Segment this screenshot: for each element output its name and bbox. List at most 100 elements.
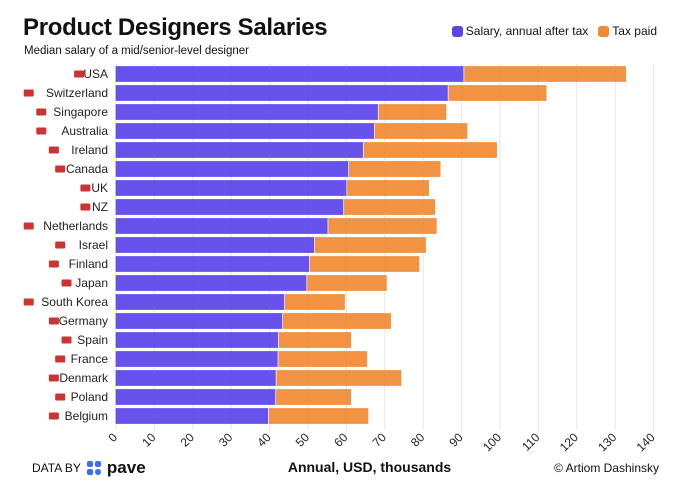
x-tick-label: 140 bbox=[634, 430, 658, 454]
flag-icon bbox=[80, 184, 91, 192]
bar-tax bbox=[276, 370, 402, 386]
chart-subtitle: Median salary of a mid/senior-level desi… bbox=[24, 45, 249, 57]
x-tick-label: 130 bbox=[595, 430, 619, 454]
flag-icon bbox=[48, 412, 59, 420]
category-label: Israel bbox=[79, 238, 108, 252]
bar-salary bbox=[115, 275, 307, 291]
category-label: NZ bbox=[92, 200, 108, 214]
x-tick-label: 110 bbox=[519, 430, 543, 454]
flag-icon bbox=[74, 70, 85, 78]
flag-icon bbox=[48, 146, 59, 154]
x-tick-label: 0 bbox=[105, 430, 120, 445]
bar-salary bbox=[115, 66, 464, 82]
bar-salary bbox=[115, 123, 375, 139]
flag-icon bbox=[55, 241, 66, 249]
legend: Salary, annual after tax Tax paid bbox=[451, 24, 657, 38]
author-credit: © Artiom Dashinsky bbox=[554, 461, 659, 475]
bar-tax bbox=[314, 237, 426, 253]
bar-salary bbox=[115, 180, 347, 196]
pave-logo-text: pave bbox=[106, 458, 146, 477]
x-tick-label: 90 bbox=[446, 430, 466, 450]
category-label: Finland bbox=[69, 257, 108, 271]
bar-salary bbox=[115, 351, 278, 367]
bar-tax bbox=[378, 104, 447, 120]
flag-icon bbox=[55, 393, 66, 401]
bar-salary bbox=[115, 389, 276, 405]
flag-icon bbox=[80, 203, 91, 211]
bar-tax bbox=[448, 85, 547, 101]
x-tick-label: 70 bbox=[370, 430, 390, 450]
flag-icon bbox=[48, 374, 59, 382]
bar-tax bbox=[347, 180, 429, 196]
category-label: Ireland bbox=[71, 143, 108, 157]
category-label: Switzerland bbox=[46, 86, 108, 100]
bar-salary bbox=[115, 199, 344, 215]
legend-item-salary: Salary, annual after tax bbox=[451, 24, 589, 38]
pave-logo-icon bbox=[86, 461, 101, 475]
category-label: Spain bbox=[77, 333, 108, 347]
flag-icon bbox=[36, 127, 47, 135]
legend-swatch-tax bbox=[598, 25, 610, 37]
flag-icon bbox=[23, 222, 34, 230]
x-tick-label: 120 bbox=[557, 430, 581, 454]
bar-salary bbox=[115, 142, 363, 158]
bar-salary bbox=[115, 256, 310, 272]
legend-item-tax: Tax paid bbox=[598, 24, 657, 38]
bar-salary bbox=[115, 313, 283, 329]
legend-swatch-salary bbox=[451, 25, 463, 37]
legend-label-salary: Salary, annual after tax bbox=[465, 24, 589, 38]
category-label: UK bbox=[91, 181, 108, 195]
flag-icon bbox=[23, 298, 34, 306]
x-axis-label: Annual, USD, thousands bbox=[287, 459, 452, 475]
x-tick-label: 60 bbox=[331, 430, 351, 450]
bar-tax bbox=[363, 142, 497, 158]
chart-title: Product Designers Salaries bbox=[23, 14, 328, 41]
flag-icon bbox=[61, 336, 72, 344]
flag-icon bbox=[48, 260, 59, 268]
bar-tax bbox=[276, 389, 352, 405]
category-label: USA bbox=[83, 67, 108, 81]
category-label: Germany bbox=[59, 314, 108, 328]
flag-icon bbox=[23, 89, 34, 97]
bar-tax bbox=[344, 199, 436, 215]
x-tick-label: 10 bbox=[139, 430, 159, 450]
bar-salary bbox=[115, 218, 328, 234]
bar-salary bbox=[115, 294, 285, 310]
bar-tax bbox=[307, 275, 387, 291]
bar-tax bbox=[309, 256, 420, 272]
bar-salary bbox=[115, 408, 269, 424]
bar-salary bbox=[115, 85, 448, 101]
flag-icon bbox=[48, 317, 59, 325]
bar-tax bbox=[284, 294, 345, 310]
x-tick-label: 50 bbox=[293, 430, 313, 450]
bar-tax bbox=[464, 66, 626, 82]
bar-tax bbox=[282, 313, 391, 329]
bar-tax bbox=[328, 218, 437, 234]
bar-salary bbox=[115, 237, 315, 253]
x-tick-label: 20 bbox=[178, 430, 198, 450]
category-label: Netherlands bbox=[43, 219, 108, 233]
data-by-label: DATA BY bbox=[32, 461, 81, 475]
flag-icon bbox=[55, 355, 66, 363]
x-tick-label: 40 bbox=[254, 430, 274, 450]
flag-icon bbox=[36, 108, 47, 116]
bar-tax bbox=[268, 408, 369, 424]
bar-tax bbox=[374, 123, 468, 139]
category-label: Australia bbox=[61, 124, 108, 138]
x-tick-label: 100 bbox=[480, 430, 504, 454]
category-label: Belgium bbox=[65, 409, 108, 423]
category-label: Singapore bbox=[53, 105, 108, 119]
category-label: Japan bbox=[75, 276, 108, 290]
flag-icon bbox=[55, 165, 66, 173]
bar-salary bbox=[115, 370, 276, 386]
bar-tax bbox=[278, 351, 368, 367]
category-label: France bbox=[71, 352, 109, 366]
bar-salary bbox=[115, 332, 279, 348]
bar-tax bbox=[349, 161, 441, 177]
x-tick-label: 80 bbox=[408, 430, 428, 450]
category-label: Denmark bbox=[59, 371, 109, 385]
category-label: Canada bbox=[66, 162, 108, 176]
bar-salary bbox=[115, 104, 378, 120]
